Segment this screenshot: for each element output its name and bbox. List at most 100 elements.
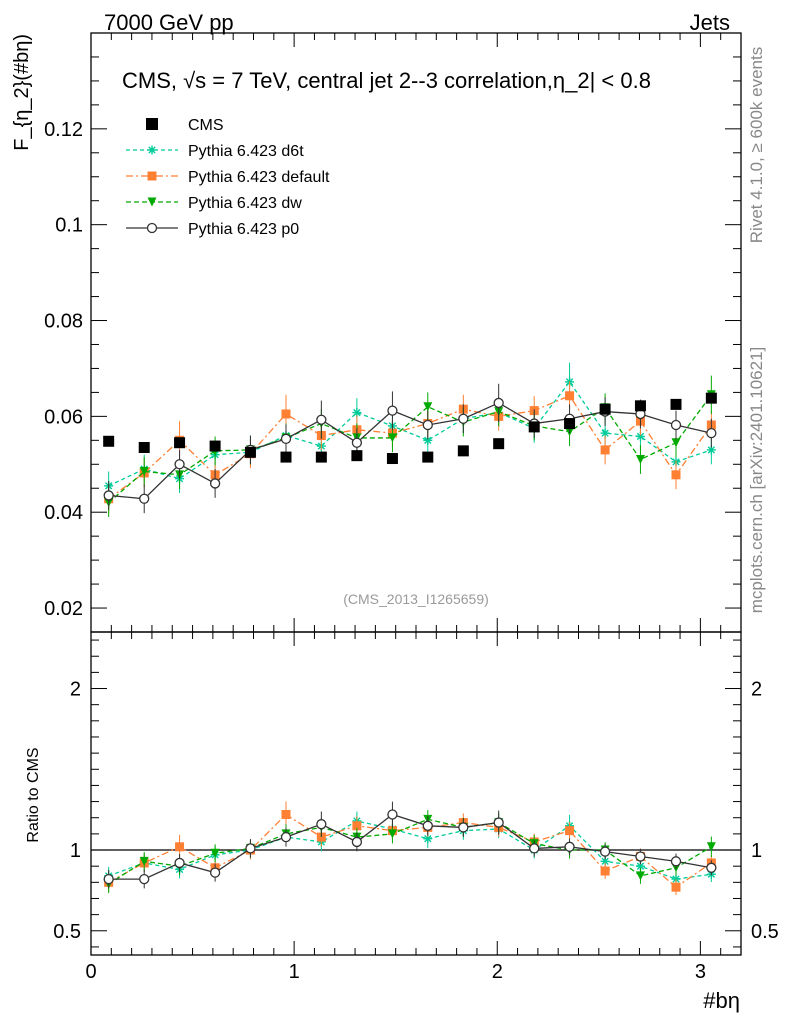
legend-marker (146, 118, 158, 130)
data-point (209, 478, 221, 489)
data-point (706, 427, 717, 439)
ratio-plot-frame (90, 631, 742, 956)
ratio-point (139, 873, 150, 885)
legend-marker (147, 145, 157, 155)
data-point (387, 405, 398, 416)
series-line (108, 394, 712, 504)
data-point (600, 428, 610, 438)
header-left: 7000 GeV pp (104, 10, 234, 35)
data-point (316, 414, 327, 425)
ratio-series-line (108, 820, 712, 880)
cms-data-point (280, 451, 292, 463)
data-point (600, 445, 610, 455)
ratio-point (351, 836, 363, 848)
ratio-tick-label: 1 (70, 840, 81, 862)
ratio-point (175, 842, 185, 852)
data-point (493, 397, 504, 409)
legend-entry: Pythia 6.423 dw (126, 195, 302, 212)
data-point (671, 470, 681, 480)
ratio-tick-label-right: 2 (751, 679, 762, 701)
ratio-point (316, 819, 327, 830)
ratio-point (599, 846, 611, 857)
series-pythia-6-423-dw (104, 375, 716, 894)
side-text-top: Rivet 4.1.0, ≥ 600k events (747, 47, 766, 243)
y-tick-label: 0.02 (44, 598, 83, 620)
x-tick-label: 1 (289, 961, 300, 983)
y-tick-label: 0.06 (44, 406, 83, 428)
ratio-point (635, 871, 645, 881)
data-point (565, 391, 575, 401)
legend-entry: CMS (146, 117, 224, 134)
ratio-point (670, 856, 682, 867)
cms-data-point (705, 392, 717, 404)
star-stroke (424, 835, 432, 843)
series-pythia-6-423-default (104, 381, 716, 895)
legend-marker (146, 222, 158, 234)
ratio-point (281, 809, 291, 819)
ratio-tick-label-right: 0.5 (751, 921, 779, 943)
ratio-point (210, 848, 220, 858)
x-tick-label: 2 (492, 961, 503, 983)
ratio-point (174, 857, 185, 869)
series-line (108, 394, 712, 500)
ratio-point (422, 820, 433, 831)
x-axis-label: #bη (703, 988, 740, 1013)
star-stroke (148, 146, 156, 154)
star-stroke (636, 432, 645, 441)
ratio-series-line (108, 813, 712, 880)
side-text-bottom: mcplots.cern.ch [arXiv:2401.10621] (747, 347, 766, 613)
ratio-point (139, 856, 149, 866)
star-stroke (601, 857, 609, 866)
ratio-series-line (108, 813, 712, 888)
ratio-point (103, 873, 114, 885)
ratio-tick-label: 2 (70, 679, 81, 701)
cms-data-point (599, 403, 611, 415)
data-point (139, 493, 150, 504)
series-pythia-6-423-p0 (103, 383, 717, 889)
y-tick-label: 0.1 (55, 215, 83, 237)
ratio-point (565, 826, 575, 836)
data-point (635, 454, 645, 464)
ratio-point (706, 862, 717, 873)
cms-data-point (174, 437, 186, 449)
ratio-point (706, 842, 716, 852)
legend-label: Pythia 6.423 p0 (188, 221, 299, 238)
cms-data-point (493, 438, 505, 450)
legend-marker (147, 197, 157, 207)
legend-label: Pythia 6.423 default (188, 169, 330, 186)
star-stroke (353, 408, 361, 417)
cms-data-point (103, 435, 115, 447)
data-point (280, 433, 292, 445)
star-stroke (707, 446, 716, 454)
chart-title: CMS, √s = 7 TeV, central jet 2--3 correl… (122, 68, 651, 93)
series-line (108, 380, 712, 487)
data-point (423, 402, 433, 412)
y-tick-label: 0.12 (44, 119, 83, 141)
cms-data-point (209, 440, 221, 452)
ratio-point (316, 832, 326, 842)
ratio-tick-label: 0.5 (53, 921, 81, 943)
ratio-point (387, 829, 397, 839)
series-pythia-6-423-d6t (104, 362, 716, 887)
cms-data-point (422, 451, 434, 463)
x-tick-label: 3 (695, 961, 706, 983)
ratio-point (280, 831, 292, 843)
ratio-point (387, 809, 398, 820)
ratio-point (458, 822, 469, 833)
ratio-point (352, 821, 362, 831)
ratio-tick-label-right: 1 (751, 840, 762, 862)
data-point (174, 459, 185, 470)
cms-data-point (564, 418, 576, 430)
y-axis-label: F_{η_2}(#bη) (11, 34, 33, 151)
data-point (458, 413, 469, 424)
ratio-point (564, 841, 575, 852)
ratio-point (529, 843, 540, 854)
y-tick-label: 0.04 (44, 502, 83, 524)
x-tick-label: 0 (85, 961, 96, 983)
ratio-point (209, 867, 221, 878)
analysis-tag: (CMS_2013_I1265659) (343, 591, 489, 607)
legend-entry: Pythia 6.423 p0 (126, 221, 299, 238)
ratio-y-axis-label: Ratio to CMS (25, 747, 42, 842)
data-point (351, 437, 363, 448)
